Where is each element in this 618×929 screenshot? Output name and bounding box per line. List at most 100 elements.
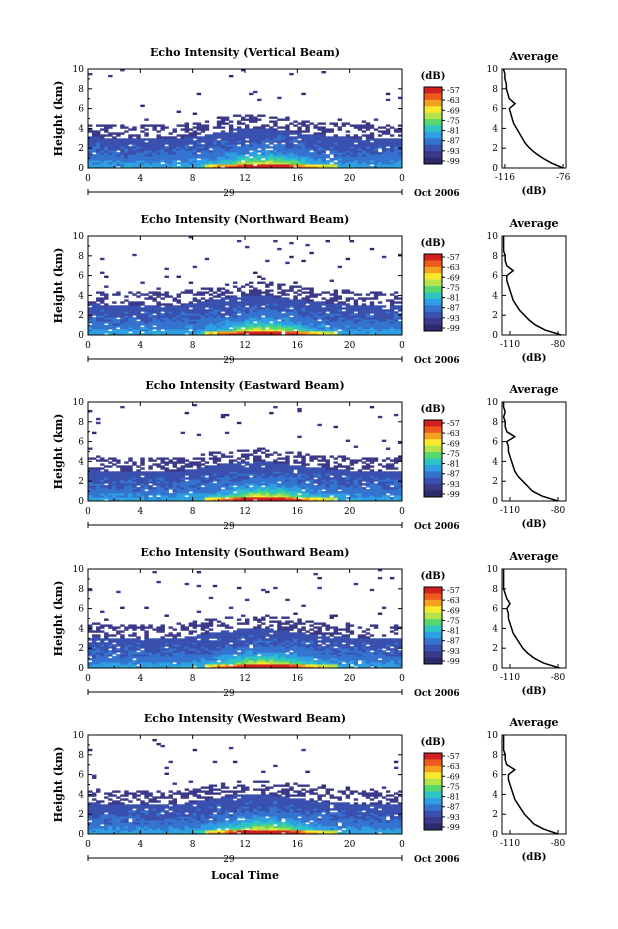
heatmap-cell [92, 467, 97, 470]
heatmap-cell [345, 257, 351, 261]
heatmap-cell [245, 307, 250, 310]
heatmap-cell [353, 303, 359, 306]
heatmap-cell [132, 152, 137, 155]
heatmap-cell [108, 309, 113, 312]
heatmap-cell [96, 305, 101, 308]
heatmap-cell [277, 479, 282, 482]
heatmap-cell [216, 120, 222, 123]
heatmap-cell [337, 321, 343, 324]
heatmap-cell [232, 489, 238, 492]
heatmap-cell [333, 465, 338, 468]
heatmap-cell [100, 321, 105, 324]
heatmap-cell [128, 483, 133, 486]
heatmap-cell [180, 166, 186, 169]
heatmap-cell [176, 110, 181, 113]
heatmap-cell [309, 162, 314, 165]
heatmap-cell [361, 297, 367, 300]
heatmap-cell [212, 323, 218, 326]
heatmap-cell [297, 146, 302, 149]
heatmap-cell [108, 307, 113, 310]
heatmap-cell [96, 622, 101, 625]
heatmap-cell [337, 297, 343, 300]
heatmap-cell [249, 463, 254, 466]
heatmap-cell [100, 610, 105, 613]
heatmap-cell [257, 293, 262, 296]
heatmap-cell [140, 487, 145, 490]
heatmap-cell [325, 130, 330, 133]
heatmap-cell [128, 487, 133, 490]
heatmap-cell [269, 329, 274, 332]
heatmap-cell [325, 491, 330, 494]
heatmap-cell [389, 303, 395, 306]
heatmap-cell [281, 461, 286, 464]
heatmap-cell [341, 327, 347, 330]
heatmap-cell [293, 331, 298, 334]
heatmap-cell [349, 239, 355, 243]
heatmap-cell [220, 158, 226, 161]
heatmap-cell [377, 307, 383, 310]
heatmap-cell [164, 154, 169, 157]
heatmap-cell [321, 315, 326, 318]
heatmap-cell [365, 475, 371, 478]
heatmap-cell [172, 319, 177, 322]
heatmap-cell [116, 477, 121, 480]
heatmap-cell [240, 136, 246, 139]
heatmap-cell [317, 493, 322, 496]
heatmap-cell [353, 134, 359, 137]
heatmap-cell [128, 471, 133, 474]
heatmap-cell [293, 489, 298, 492]
heatmap-cell [132, 329, 137, 332]
heatmap-cell [281, 493, 286, 496]
heatmap-cell [309, 317, 314, 320]
heatmap-cell [285, 152, 290, 155]
heatmap-cell [220, 497, 226, 500]
heatmap-cell [369, 148, 375, 151]
heatmap-cell [361, 303, 367, 306]
heatmap-cell [369, 473, 375, 476]
heatmap-cell [345, 467, 351, 470]
heatmap-cell [317, 489, 322, 492]
heatmap-cell [289, 148, 294, 151]
heatmap-cell [188, 301, 194, 304]
heatmap-cell [333, 493, 338, 496]
heatmap-cell [313, 293, 318, 296]
heatmap-cell [253, 142, 258, 145]
heatmap-cell [124, 148, 129, 151]
heatmap-cell [249, 291, 254, 294]
heatmap-cell [369, 405, 375, 409]
heatmap-cell [228, 317, 234, 320]
heatmap-cell [108, 140, 113, 143]
heatmap-cell [345, 475, 351, 478]
heatmap-cell [245, 144, 250, 147]
heatmap-cell [232, 315, 238, 318]
heatmap-cell [381, 333, 387, 336]
heatmap-cell [257, 307, 262, 310]
heatmap-cell [365, 128, 371, 131]
heatmap-cell [88, 666, 93, 669]
heatmap-cell [337, 150, 343, 153]
heatmap-cell [317, 162, 322, 165]
heatmap-cell [301, 317, 306, 320]
heatmap-cell [236, 158, 242, 161]
heatmap-cell [305, 134, 310, 137]
heatmap-cell [273, 459, 278, 462]
heatmap-cell [200, 475, 206, 478]
heatmap-cell [168, 315, 173, 318]
heatmap-cell [353, 319, 359, 322]
heatmap-cell [172, 469, 177, 472]
heatmap-cell [168, 477, 173, 480]
heatmap-cell [301, 323, 306, 326]
heatmap-cell [257, 158, 262, 161]
heatmap-cell [309, 493, 314, 496]
heatmap-cell [385, 321, 391, 324]
heatmap-cell [208, 483, 214, 486]
heatmap-cell [216, 146, 222, 149]
heatmap-cell [305, 497, 310, 500]
heatmap-cell [261, 481, 266, 484]
heatmap-cell [377, 293, 383, 296]
heatmap-cell [369, 317, 375, 320]
heatmap-cell [152, 158, 157, 161]
heatmap-cell [313, 493, 318, 496]
heatmap-cell [212, 160, 218, 163]
heatmap-cell [152, 164, 157, 167]
